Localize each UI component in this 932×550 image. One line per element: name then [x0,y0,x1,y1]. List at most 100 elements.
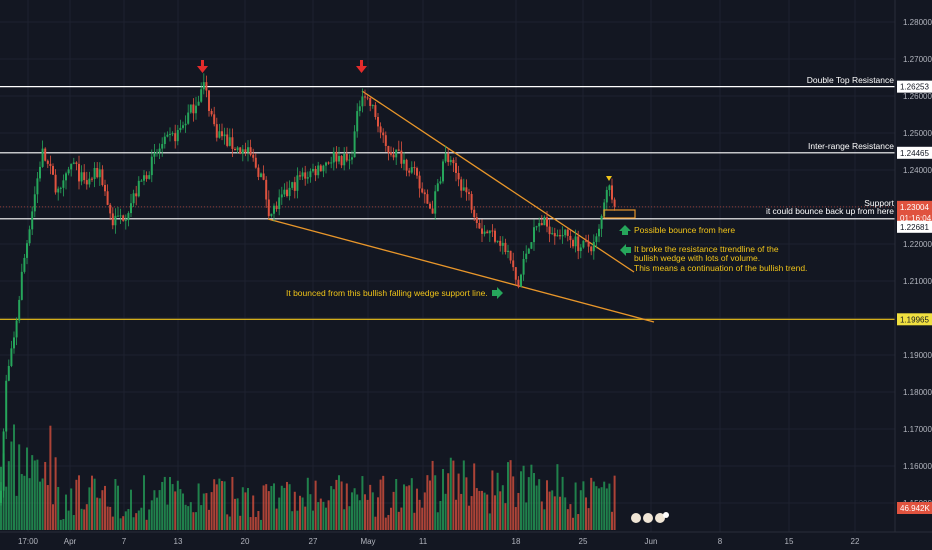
volume-bar [192,512,195,530]
volume-bar [330,486,333,530]
volume-bar [410,478,413,530]
candle-body [234,148,236,151]
volume-bar [421,507,424,530]
candle-body [504,242,507,252]
volume-bar [106,506,109,530]
candle-body [449,159,452,163]
volume-bar [413,512,416,530]
event-badge-3[interactable] [655,513,665,523]
candle-body [460,179,463,191]
volume-bar [468,505,470,530]
time-axis[interactable]: 17:00 Apr 7 13 20 27 May 11 18 25 Jun 8 15 22 [0,531,932,546]
volume-bar [39,481,41,530]
event-badge-2[interactable] [643,513,653,523]
horizontal-levels[interactable] [0,86,895,320]
volume-bar [247,487,249,530]
volume-bars [0,424,616,530]
candle-body [379,126,382,133]
candle-body [109,204,112,214]
bounce-zone-box[interactable] [603,209,636,219]
candle-body [501,242,504,246]
volume-bar [33,460,36,530]
candle-body [106,191,109,205]
event-badge-1[interactable] [631,513,641,523]
candle-body [132,193,135,204]
candle-body [98,169,101,178]
volume-bar [577,514,580,530]
event-badge-4[interactable] [663,512,669,518]
volume-bar [153,490,156,530]
price-tick-label: 1.21000 [903,277,932,286]
candle-body [70,163,73,170]
volume-bar [455,499,457,530]
candle-body [436,183,439,192]
volume-bar [137,510,140,530]
volume-bar [78,475,80,530]
volume-bar [301,497,304,530]
wedge-support-trendline[interactable] [267,218,655,323]
candle-body [270,213,273,217]
candle-body [384,135,387,146]
volume-bar [200,505,203,530]
candle-body [551,233,554,235]
candle-body [247,147,249,153]
candle-body [423,192,426,195]
candle-body [158,148,161,153]
volume-bar [231,476,234,530]
time-tick-label: Apr [64,537,77,546]
candle-body [228,137,231,146]
time-tick-label: 11 [419,537,428,546]
candlesticks [0,73,616,506]
volume-bar [122,516,125,530]
candle-body [483,231,486,234]
volume-bar [187,506,190,530]
volume-bar [215,484,218,530]
candle-body [239,147,242,154]
candle-body [572,240,574,247]
candle-body [577,236,580,252]
volume-bar [262,485,265,530]
candle-body [499,240,502,246]
possible-bounce-label: Possible bounce from here [634,225,735,235]
candle-body [275,205,278,209]
inter-range-price-label: 1.24465 [900,149,929,158]
candle-body [585,240,587,242]
candle-body [548,226,551,235]
support-price-label: 1.22681 [900,223,929,232]
candle-body [293,182,296,191]
volume-bar [338,475,340,530]
volume-bar [278,497,281,530]
candle-body [72,162,75,164]
volume-bar [504,503,507,530]
candle-body [525,253,528,259]
candle-body [574,236,577,247]
volume-bar [499,491,502,530]
candle-body [252,154,255,158]
volume-bar [486,494,489,530]
candle-body [509,250,512,261]
volume-bar [244,492,247,530]
candle-body [335,151,338,162]
volume-bar [132,517,135,530]
candle-body [20,271,23,300]
event-badges[interactable] [631,512,669,523]
volume-bar [366,499,369,530]
volume-bar [460,493,463,530]
volume-bar [358,500,361,530]
time-tick-label: May [360,537,375,546]
candle-body [561,235,564,237]
volume-bar [31,455,34,530]
volume-bar [426,475,429,530]
candle-body [44,148,47,161]
candle-body [101,169,104,185]
candle-body [434,191,437,214]
candle-body [382,132,385,136]
candle-body [377,116,379,127]
volume-bar [93,478,96,530]
candle-body [569,235,572,241]
volume-bar [314,480,317,530]
volume-bar [551,490,554,530]
candle-body [85,180,88,185]
volume-bar [189,502,192,530]
